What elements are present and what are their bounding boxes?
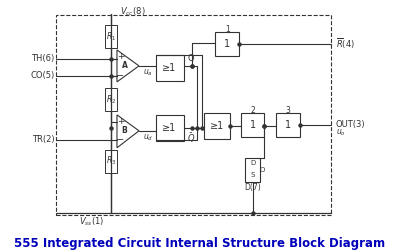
Text: 1: 1 [225, 25, 230, 35]
Text: $R_1$: $R_1$ [106, 30, 116, 43]
Bar [105, 150, 117, 173]
Text: S: S [250, 172, 255, 178]
Text: $R_2$: $R_2$ [106, 93, 116, 106]
Bar [105, 88, 117, 111]
Text: 1: 1 [285, 120, 291, 130]
Text: ≥1: ≥1 [162, 63, 177, 73]
Text: $u_a$: $u_a$ [143, 68, 153, 78]
Text: TH(6): TH(6) [31, 54, 54, 64]
Text: 2: 2 [250, 106, 255, 115]
Text: TR(2): TR(2) [32, 135, 54, 144]
Text: −: − [116, 135, 124, 145]
Bar [245, 158, 260, 182]
Bar [56, 15, 331, 215]
Text: ≥1: ≥1 [162, 123, 177, 133]
Bar [156, 115, 184, 141]
Text: D: D [250, 160, 255, 166]
Text: D(7): D(7) [244, 183, 261, 192]
Text: $u_d$: $u_d$ [143, 133, 154, 143]
Text: $V_{ss}(1)$: $V_{ss}(1)$ [79, 215, 104, 228]
Text: −: − [116, 71, 124, 81]
Text: ≥1: ≥1 [210, 121, 224, 131]
Text: B: B [122, 126, 128, 135]
Text: $R_3$: $R_3$ [106, 154, 116, 167]
Text: 1: 1 [250, 120, 256, 130]
Text: A: A [122, 61, 128, 70]
Text: $u_o$: $u_o$ [336, 128, 346, 138]
Text: +: + [117, 117, 124, 126]
Text: 555 Integrated Circuit Internal Structure Block Diagram: 555 Integrated Circuit Internal Structur… [14, 237, 386, 250]
Bar [215, 32, 239, 56]
Bar [241, 113, 264, 137]
Text: $V_{cc}(8)$: $V_{cc}(8)$ [120, 6, 145, 18]
Bar [276, 113, 300, 137]
Text: 1: 1 [224, 39, 230, 49]
Text: CO(5): CO(5) [30, 71, 54, 80]
Text: +: + [117, 52, 124, 61]
Text: $\bar{Q}$: $\bar{Q}$ [187, 131, 196, 145]
Bar [204, 113, 230, 139]
Bar [105, 25, 117, 48]
Text: Q: Q [187, 54, 194, 64]
Text: 3: 3 [286, 106, 290, 115]
Text: OUT(3): OUT(3) [336, 120, 365, 129]
Text: O: O [260, 167, 265, 173]
Text: $\overline{R}(4)$: $\overline{R}(4)$ [336, 37, 354, 51]
Bar [156, 55, 184, 81]
